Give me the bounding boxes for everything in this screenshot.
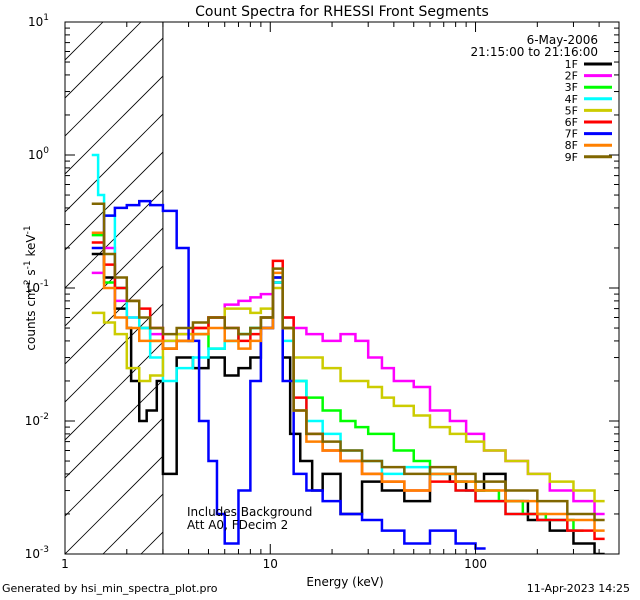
legend-label-9F: 9F	[565, 151, 578, 164]
hatch-line	[65, 37, 163, 137]
legend-label-5F: 5F	[565, 104, 578, 117]
series-line-7F	[91, 199, 486, 550]
hatch-line	[65, 417, 163, 517]
y-tick-label: 10-3	[25, 545, 49, 561]
legend-time-range: 21:15:00 to 21:16:00	[471, 45, 598, 59]
series-line-1F	[91, 252, 605, 554]
x-tick-label: 100	[464, 557, 487, 571]
y-axis-label: counts cm-2 s-1 keV-1	[23, 225, 38, 350]
annotation-attenuator: Att A0, FDecim 2	[187, 518, 288, 532]
legend-label-1F: 1F	[565, 58, 578, 71]
hatch-line	[65, 265, 163, 365]
hatch-line	[65, 379, 163, 479]
x-axis-label: Energy (keV)	[306, 575, 383, 589]
hatch-line	[65, 455, 163, 554]
series-line-3F	[91, 233, 584, 532]
series-line-9F	[91, 202, 605, 522]
y-tick-label: 101	[28, 13, 49, 29]
series-group	[91, 153, 605, 554]
hatch-line	[65, 227, 163, 327]
chart-title: Count Spectra for RHESSI Front Segments	[195, 4, 489, 20]
legend-label-8F: 8F	[565, 139, 578, 152]
x-tick-label: 1	[61, 557, 69, 571]
legend-date: 6-May-2006	[527, 33, 598, 47]
series-line-5F	[91, 286, 605, 503]
x-axis: 1 10 100	[61, 22, 620, 571]
y-tick-label: 100	[28, 146, 49, 162]
hatch-line	[65, 22, 104, 61]
legend-label-2F: 2F	[565, 70, 578, 83]
legend-label-7F: 7F	[565, 128, 578, 141]
series-line-6F	[91, 241, 605, 541]
legend-label-6F: 6F	[565, 116, 578, 129]
annotation-background: Includes Background	[187, 505, 312, 519]
y-tick-label: 10-2	[25, 412, 49, 428]
y-axis: 10-3 10-2 10-1 100 101	[25, 13, 619, 561]
footer-timestamp: 11-Apr-2023 14:25	[526, 582, 630, 595]
legend-label-3F: 3F	[565, 81, 578, 94]
x-tick-label: 10	[263, 557, 278, 571]
footer-generator: Generated by hsi_min_spectra_plot.pro	[2, 582, 218, 595]
legend-label-4F: 4F	[565, 93, 578, 106]
hatch-line	[65, 75, 163, 175]
y-tick-label: 10-1	[25, 279, 49, 295]
